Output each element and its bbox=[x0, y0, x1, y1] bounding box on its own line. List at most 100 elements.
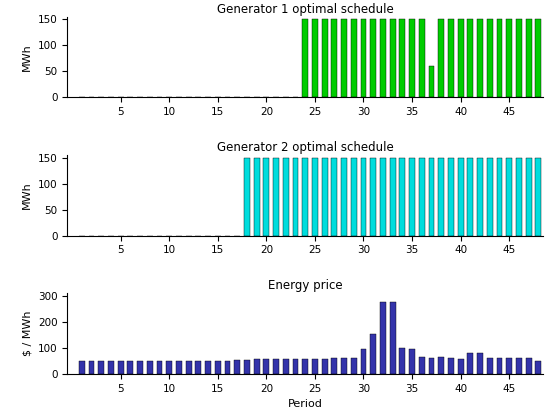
Bar bbox=[99, 361, 104, 374]
Bar bbox=[118, 361, 124, 374]
Bar bbox=[428, 158, 435, 236]
Bar bbox=[506, 158, 512, 236]
Bar bbox=[263, 158, 269, 236]
Bar bbox=[497, 158, 502, 236]
Bar bbox=[302, 158, 308, 236]
Bar bbox=[438, 19, 444, 97]
Bar bbox=[186, 361, 192, 374]
Bar bbox=[273, 359, 279, 374]
Bar bbox=[468, 158, 473, 236]
Bar bbox=[244, 360, 250, 374]
Bar bbox=[468, 19, 473, 97]
Bar bbox=[351, 158, 357, 236]
Bar bbox=[419, 19, 424, 97]
Bar bbox=[79, 361, 85, 374]
Y-axis label: MWh: MWh bbox=[22, 181, 32, 209]
Bar bbox=[341, 158, 347, 236]
Bar bbox=[332, 158, 337, 236]
Bar bbox=[438, 357, 444, 374]
Bar bbox=[312, 359, 318, 374]
Bar bbox=[370, 19, 376, 97]
Bar bbox=[341, 19, 347, 97]
Bar bbox=[321, 359, 328, 374]
Bar bbox=[506, 358, 512, 374]
Bar bbox=[409, 19, 415, 97]
Bar bbox=[157, 361, 162, 374]
Bar bbox=[506, 19, 512, 97]
Bar bbox=[390, 302, 395, 374]
Bar bbox=[147, 361, 153, 374]
Bar bbox=[535, 19, 542, 97]
Bar bbox=[535, 361, 542, 374]
Bar bbox=[409, 349, 415, 374]
Bar bbox=[370, 158, 376, 236]
Bar bbox=[516, 19, 522, 97]
Bar bbox=[225, 361, 230, 374]
Bar bbox=[302, 359, 308, 374]
Bar bbox=[497, 19, 502, 97]
Bar bbox=[458, 359, 464, 374]
Bar bbox=[244, 158, 250, 236]
Y-axis label: MWh: MWh bbox=[22, 43, 32, 71]
Bar bbox=[361, 158, 366, 236]
Bar bbox=[166, 361, 172, 374]
Bar bbox=[128, 361, 133, 374]
Bar bbox=[215, 361, 221, 374]
Bar bbox=[321, 158, 328, 236]
Bar bbox=[283, 359, 289, 374]
Bar bbox=[254, 359, 259, 374]
Y-axis label: $ / MWh: $ / MWh bbox=[22, 311, 32, 356]
Bar bbox=[487, 19, 493, 97]
Bar bbox=[419, 357, 424, 374]
Bar bbox=[292, 359, 298, 374]
Bar bbox=[205, 361, 211, 374]
Bar bbox=[497, 358, 502, 374]
Bar bbox=[477, 158, 483, 236]
Bar bbox=[399, 158, 405, 236]
Bar bbox=[351, 358, 357, 374]
Bar bbox=[341, 358, 347, 374]
Bar bbox=[526, 158, 531, 236]
Bar bbox=[108, 361, 114, 374]
Bar bbox=[458, 19, 464, 97]
Bar bbox=[428, 358, 435, 374]
Bar bbox=[361, 349, 366, 374]
Bar bbox=[254, 158, 259, 236]
Bar bbox=[526, 19, 531, 97]
Bar bbox=[419, 158, 424, 236]
Bar bbox=[351, 19, 357, 97]
Bar bbox=[263, 359, 269, 374]
Title: Generator 2 optimal schedule: Generator 2 optimal schedule bbox=[217, 141, 394, 154]
Bar bbox=[458, 158, 464, 236]
Bar bbox=[535, 158, 542, 236]
Bar bbox=[516, 158, 522, 236]
Bar bbox=[88, 361, 95, 374]
Bar bbox=[312, 19, 318, 97]
Bar bbox=[448, 19, 454, 97]
Bar bbox=[332, 19, 337, 97]
Bar bbox=[292, 158, 298, 236]
Bar bbox=[390, 158, 395, 236]
Bar bbox=[302, 19, 308, 97]
Bar bbox=[283, 158, 289, 236]
Bar bbox=[399, 19, 405, 97]
Bar bbox=[380, 158, 386, 236]
Bar bbox=[234, 360, 240, 374]
Bar bbox=[487, 158, 493, 236]
Bar bbox=[477, 19, 483, 97]
Bar bbox=[321, 19, 328, 97]
Bar bbox=[361, 19, 366, 97]
Title: Generator 1 optimal schedule: Generator 1 optimal schedule bbox=[217, 3, 394, 16]
Bar bbox=[438, 158, 444, 236]
Bar bbox=[332, 358, 337, 374]
Title: Energy price: Energy price bbox=[268, 279, 343, 292]
Bar bbox=[526, 358, 531, 374]
Bar bbox=[312, 158, 318, 236]
Bar bbox=[370, 333, 376, 374]
Bar bbox=[380, 19, 386, 97]
Bar bbox=[448, 358, 454, 374]
Bar bbox=[380, 302, 386, 374]
Bar bbox=[390, 19, 395, 97]
Bar bbox=[516, 358, 522, 374]
X-axis label: Period: Period bbox=[288, 399, 323, 409]
